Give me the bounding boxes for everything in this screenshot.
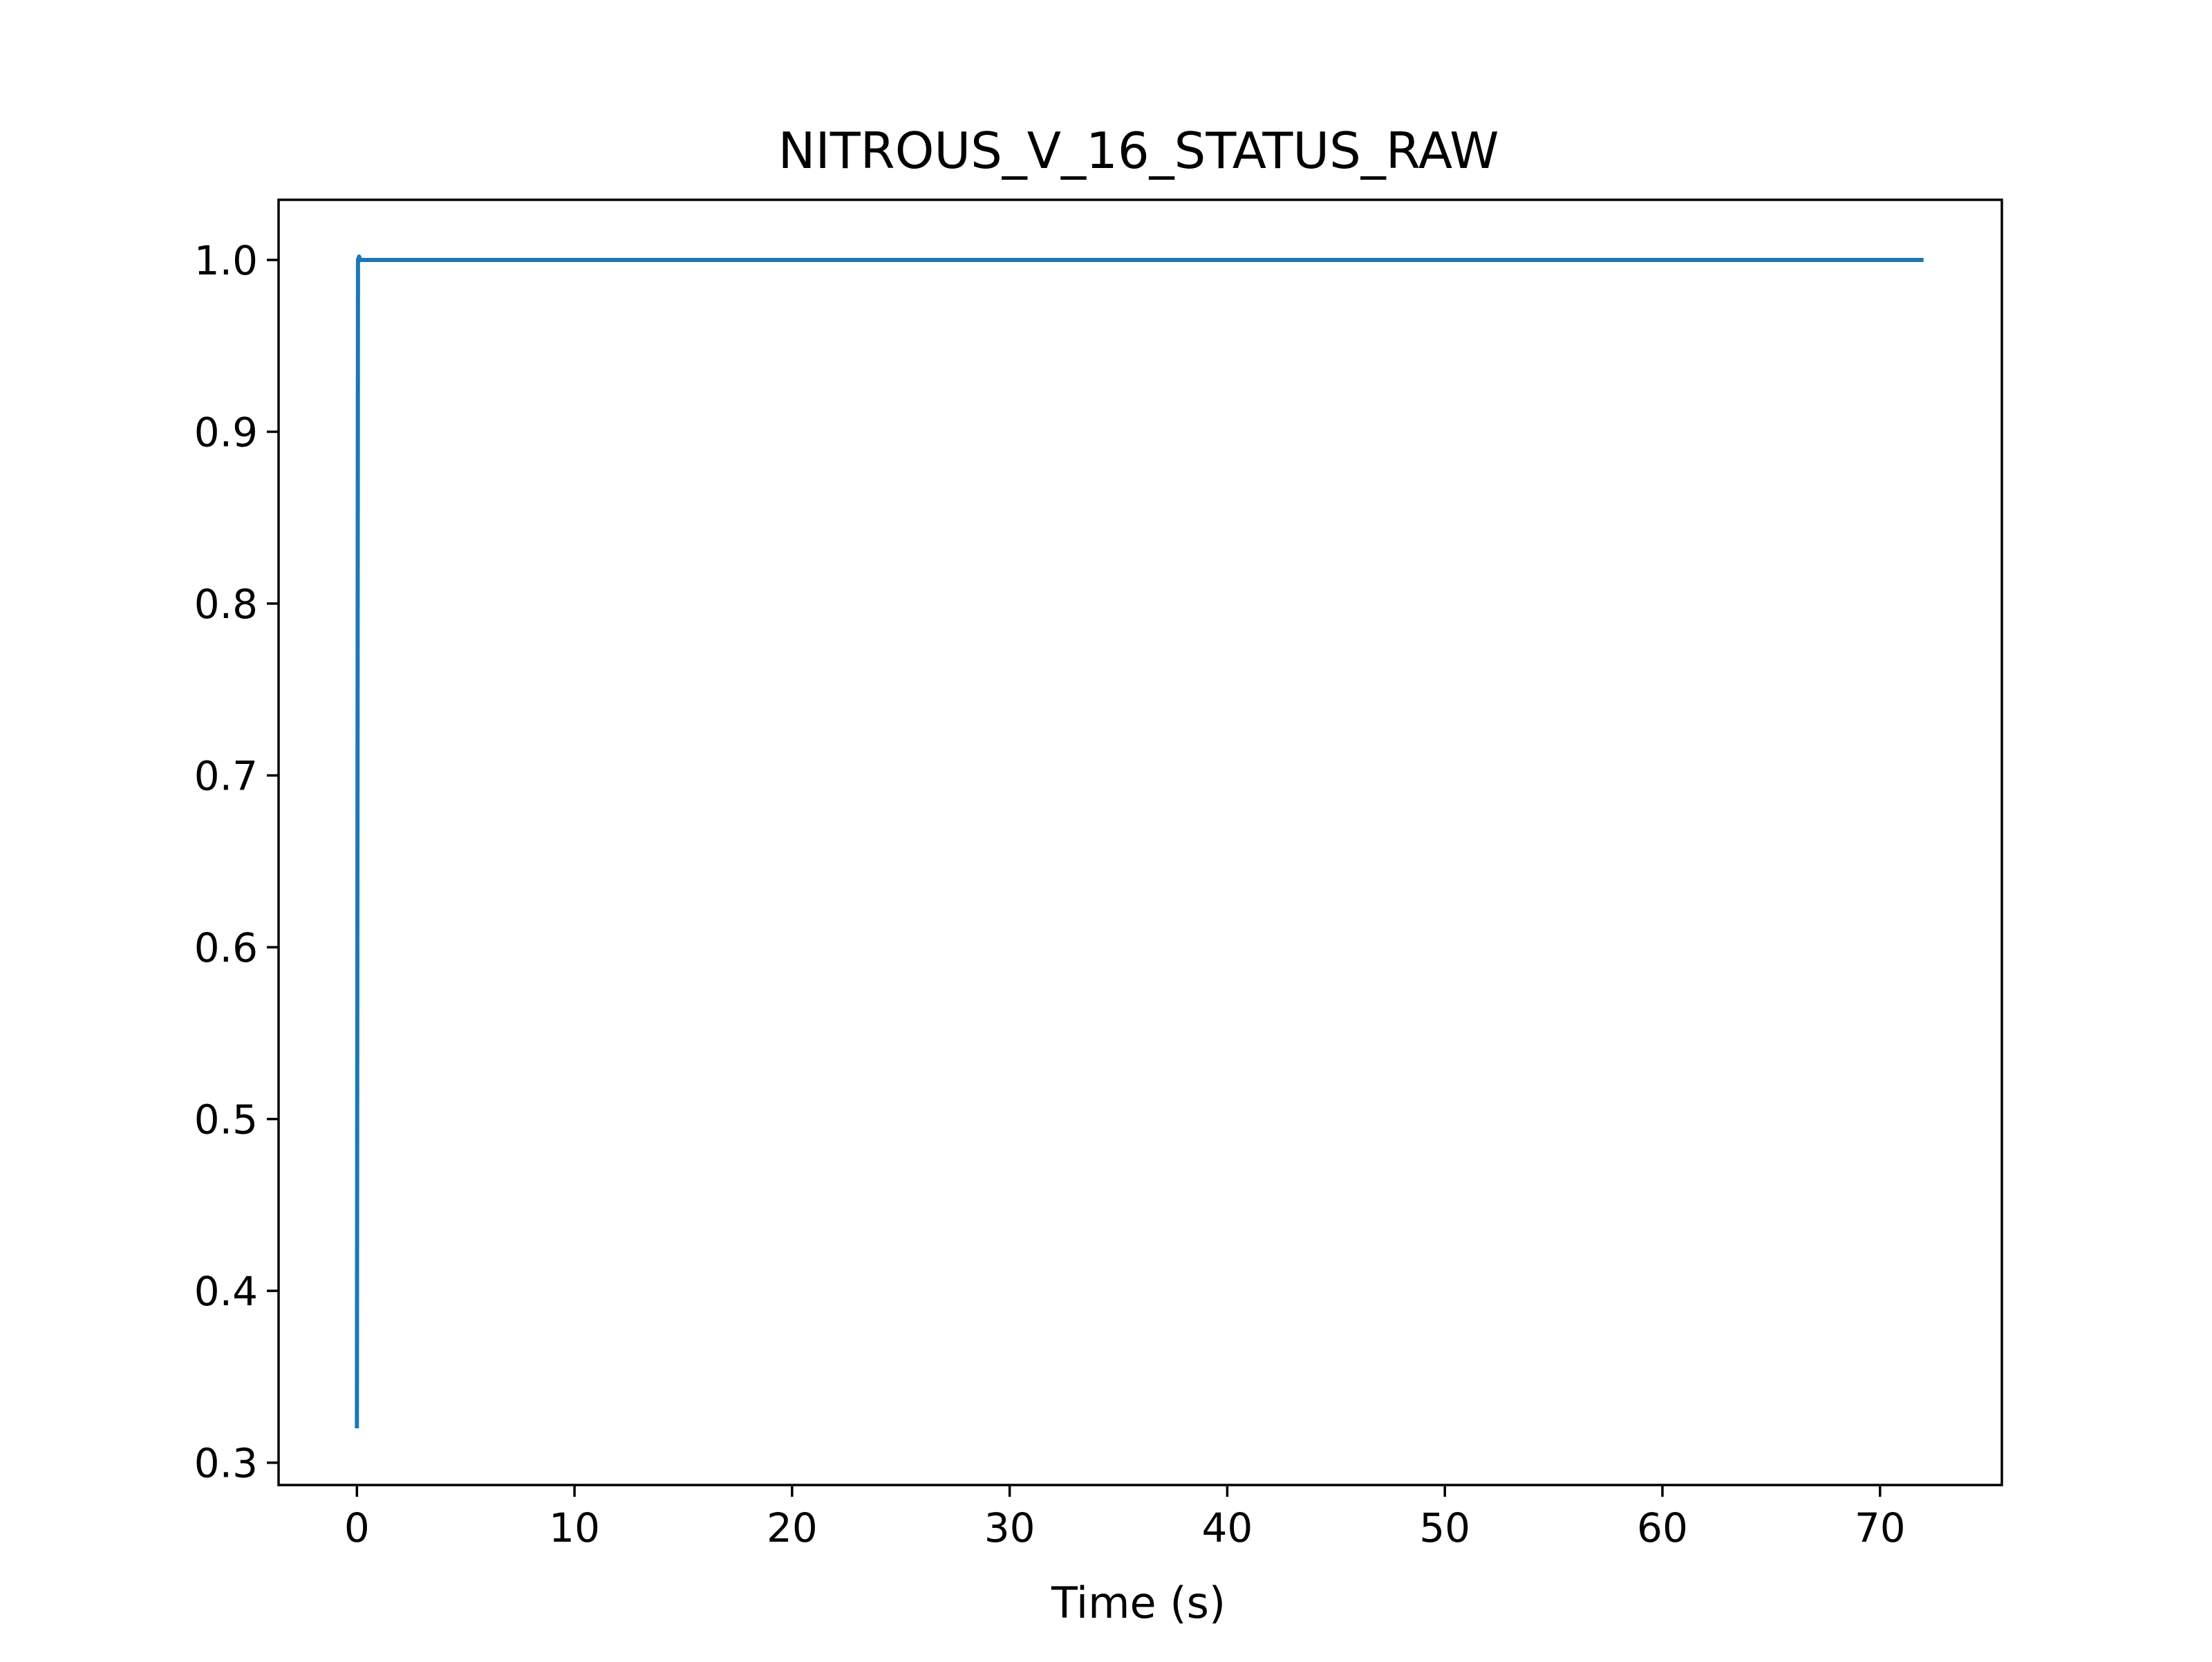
y-tick-label: 0.5 xyxy=(194,1096,258,1143)
x-tick-label: 30 xyxy=(984,1504,1035,1551)
y-tick-label: 0.4 xyxy=(194,1268,258,1315)
x-tick-label: 70 xyxy=(1855,1504,1906,1551)
x-tick-label: 0 xyxy=(344,1504,370,1551)
y-axis: 0.3 0.4 0.5 0.6 0.7 0.8 0.9 1.0 xyxy=(194,237,279,1487)
x-tick-label: 40 xyxy=(1202,1504,1253,1551)
chart-title: NITROUS_V_16_STATUS_RAW xyxy=(778,122,1499,180)
x-tick-label: 20 xyxy=(767,1504,818,1551)
y-tick-label: 0.8 xyxy=(194,581,258,628)
x-tick-label: 50 xyxy=(1419,1504,1470,1551)
x-tick-label: 10 xyxy=(549,1504,600,1551)
x-tick-label: 60 xyxy=(1637,1504,1688,1551)
y-tick-label: 0.3 xyxy=(194,1440,258,1487)
x-axis: 0 10 20 30 40 50 60 70 xyxy=(344,1485,1906,1551)
x-axis-label: Time (s) xyxy=(1051,1578,1226,1628)
series-layer xyxy=(355,254,1924,1428)
y-tick-label: 1.0 xyxy=(194,237,258,284)
y-tick-label: 0.7 xyxy=(194,753,258,800)
y-tick-label: 0.9 xyxy=(194,409,258,456)
series-line-0 xyxy=(355,254,1924,1428)
y-tick-label: 0.6 xyxy=(194,924,258,971)
plot-area-frame xyxy=(277,198,2003,1486)
